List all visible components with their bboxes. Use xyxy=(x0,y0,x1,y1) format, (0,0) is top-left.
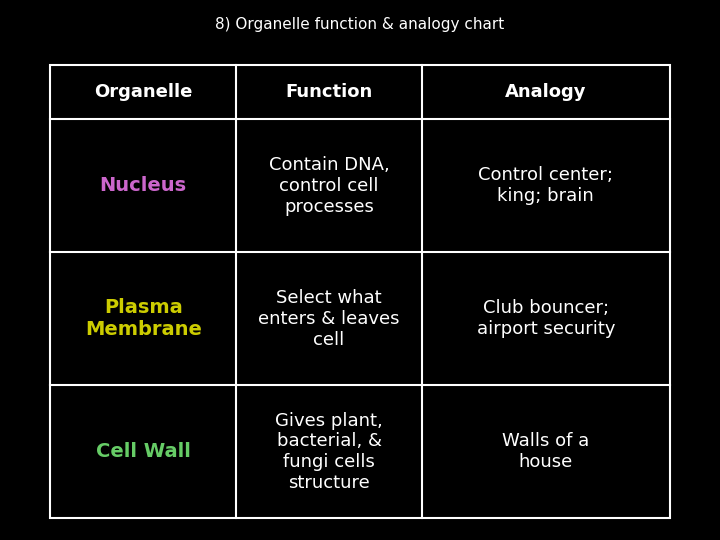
Text: Plasma
Membrane: Plasma Membrane xyxy=(85,298,202,339)
Text: Select what
enters & leaves
cell: Select what enters & leaves cell xyxy=(258,289,400,349)
Text: Analogy: Analogy xyxy=(505,83,587,101)
Text: Function: Function xyxy=(285,83,373,101)
Text: Organelle: Organelle xyxy=(94,83,192,101)
Text: Gives plant,
bacterial, &
fungi cells
structure: Gives plant, bacterial, & fungi cells st… xyxy=(275,411,383,492)
Text: Contain DNA,
control cell
processes: Contain DNA, control cell processes xyxy=(269,156,390,215)
Text: Walls of a
house: Walls of a house xyxy=(502,433,590,471)
Text: Cell Wall: Cell Wall xyxy=(96,442,191,461)
Bar xyxy=(50,65,670,518)
Text: Control center;
king; brain: Control center; king; brain xyxy=(478,166,613,205)
Text: Nucleus: Nucleus xyxy=(99,176,187,195)
Text: 8) Organelle function & analogy chart: 8) Organelle function & analogy chart xyxy=(215,17,505,32)
Text: Club bouncer;
airport security: Club bouncer; airport security xyxy=(477,299,615,338)
